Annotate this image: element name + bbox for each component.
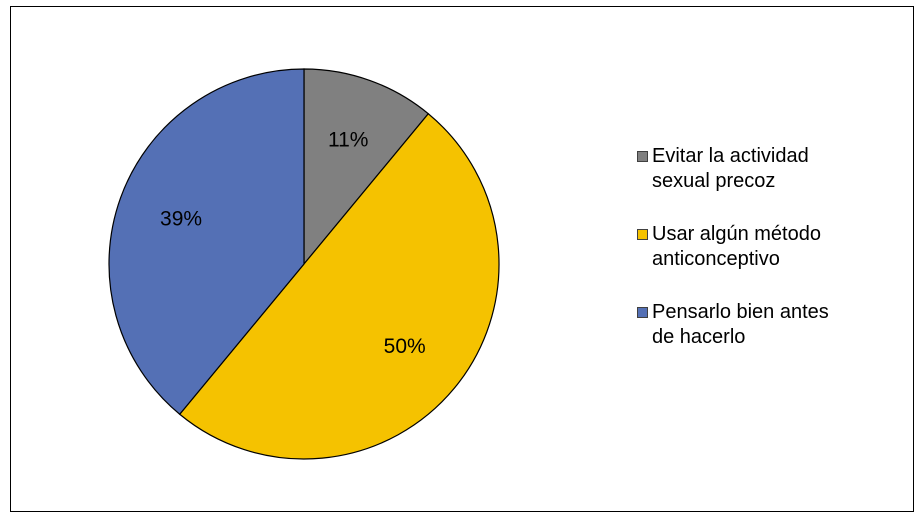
legend-swatch-usar (637, 229, 648, 240)
slice-label-evitar: 11% (328, 129, 368, 152)
pie-labels: 11% 50% 39% (160, 129, 426, 358)
legend: Evitar la actividad sexual precoz Usar a… (637, 144, 907, 378)
legend-swatch-evitar (637, 151, 648, 162)
slice-label-pensarlo: 39% (160, 207, 202, 230)
legend-label-pensarlo-line2: de hacerlo (652, 326, 746, 348)
pie-slice-pensarlo (108, 68, 305, 416)
slice-label-usar: 50% (384, 335, 426, 358)
pie-slices (108, 68, 500, 460)
legend-item-pensarlo: Pensarlo bien antes de hacerlo (637, 300, 907, 350)
legend-label-evitar-line1: Evitar la actividad (652, 145, 809, 167)
legend-item-evitar: Evitar la actividad sexual precoz (637, 144, 907, 194)
legend-label-usar-line2: anticonceptivo (652, 248, 780, 270)
pie-slice-usar (178, 112, 500, 460)
legend-label-pensarlo-line1: Pensarlo bien antes (652, 301, 829, 323)
legend-swatch-pensarlo (637, 307, 648, 318)
legend-item-usar: Usar algún método anticonceptivo (637, 222, 907, 272)
legend-label-evitar-line2: sexual precoz (652, 170, 776, 192)
legend-label-usar-line1: Usar algún método (652, 223, 821, 245)
pie-slice-evitar (303, 68, 430, 266)
